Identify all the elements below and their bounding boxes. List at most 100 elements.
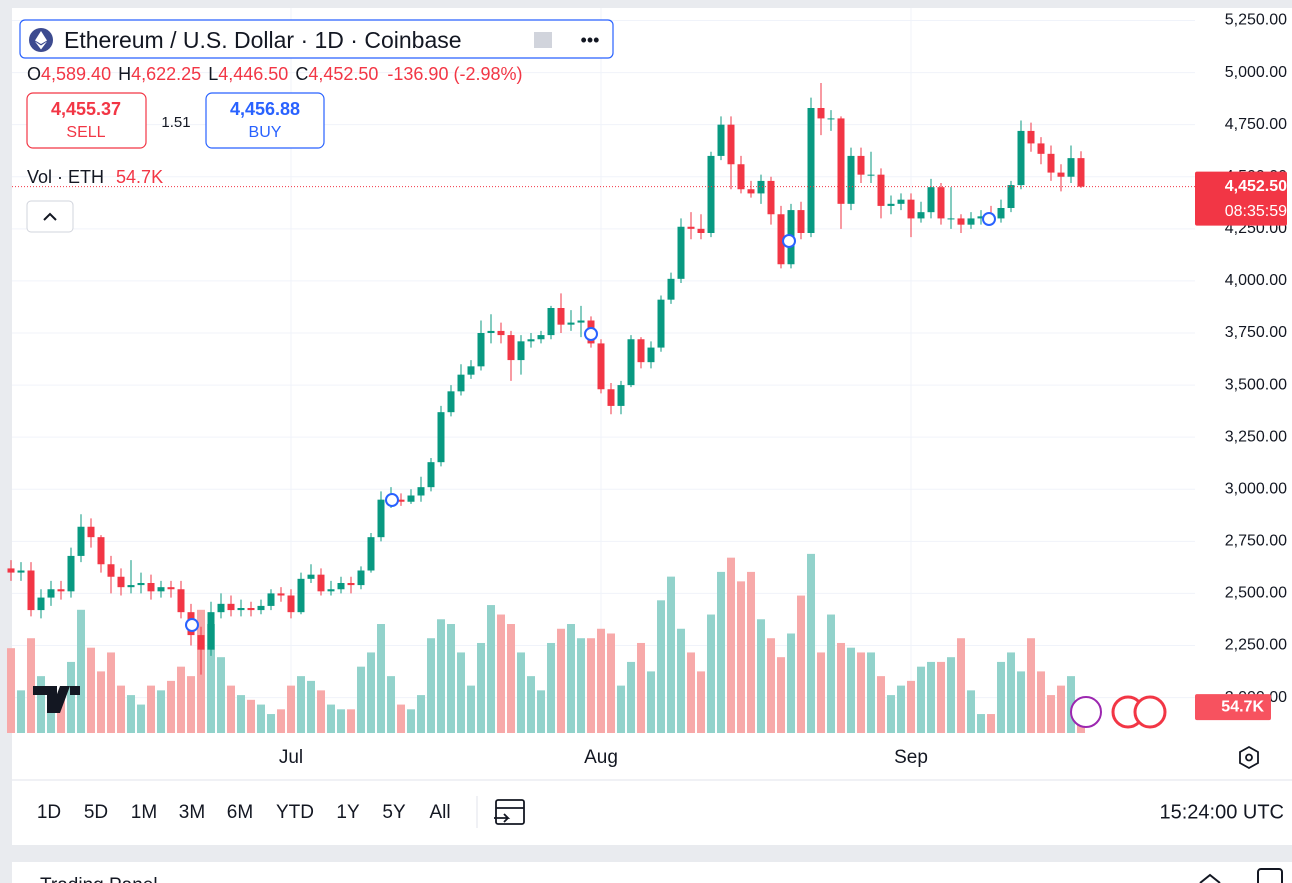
- range-button[interactable]: 1M: [131, 802, 157, 823]
- spread: 1.51: [161, 114, 190, 131]
- range-button[interactable]: All: [429, 802, 450, 823]
- volume-bar: [527, 676, 535, 733]
- event-marker[interactable]: [385, 493, 399, 507]
- ohlc-value: 4,446.50: [218, 64, 288, 84]
- sell-label: SELL: [66, 124, 105, 141]
- volume-bar: [777, 657, 785, 733]
- volume-bar: [957, 638, 965, 733]
- candle-body: [497, 330, 505, 336]
- candle-body: [1037, 143, 1045, 154]
- candle-body: [327, 589, 335, 592]
- volume-bar: [107, 652, 115, 733]
- candle-body: [7, 568, 15, 573]
- volume-bar: [657, 600, 665, 733]
- candle-body: [437, 412, 445, 463]
- range-button[interactable]: 5Y: [382, 802, 406, 823]
- range-button[interactable]: 3M: [179, 802, 205, 823]
- candle-body: [37, 597, 45, 611]
- volume-bar: [417, 695, 425, 733]
- ohlc-letter: C: [295, 64, 308, 84]
- range-button[interactable]: 1Y: [336, 802, 360, 823]
- volume-bar: [667, 576, 675, 733]
- sell-button[interactable]: [26, 92, 147, 149]
- candle-body: [417, 487, 425, 496]
- price-tag-value: 4,452.50: [1225, 178, 1287, 195]
- event-marker[interactable]: [185, 618, 199, 632]
- candle-body: [267, 593, 275, 606]
- volume-bar: [687, 652, 695, 733]
- volume-bar: [697, 671, 705, 733]
- event-marker[interactable]: [982, 212, 996, 226]
- volume-bar: [177, 666, 185, 733]
- sell-price: 4,455.37: [51, 99, 121, 119]
- candle-body: [287, 595, 295, 613]
- settings-dot: [1245, 753, 1253, 762]
- volume-bar: [747, 571, 755, 733]
- buy-button[interactable]: [205, 92, 325, 149]
- more-button[interactable]: •••: [581, 30, 600, 50]
- range-button[interactable]: YTD: [276, 802, 314, 823]
- volume-bar: [1037, 671, 1045, 733]
- volume-bar: [677, 628, 685, 733]
- candle-body: [957, 218, 965, 225]
- candle-body: [577, 320, 585, 323]
- candle-body: [237, 608, 245, 611]
- y-tick-label: 2,750.00: [1225, 533, 1287, 550]
- volume-bar: [587, 638, 595, 733]
- volume-bar: [757, 619, 765, 733]
- news-icons[interactable]: [1070, 695, 1167, 729]
- symbol-title: Ethereum / U.S. Dollar · 1D · Coinbase: [64, 27, 462, 53]
- volume-bar: [207, 624, 215, 733]
- range-button[interactable]: 5D: [84, 802, 108, 823]
- collapse-button[interactable]: [26, 200, 74, 233]
- volume-bar: [427, 638, 435, 733]
- volume-bar: [847, 647, 855, 733]
- event-marker[interactable]: [584, 327, 598, 341]
- candle-body: [827, 118, 835, 120]
- volume-bar: [227, 685, 235, 733]
- candle-body: [347, 583, 355, 586]
- candle-body: [97, 537, 105, 565]
- panel-maximize[interactable]: [1257, 868, 1283, 883]
- volume-bar: [387, 676, 395, 733]
- volume-bar: [577, 638, 585, 733]
- candle-body: [757, 180, 765, 194]
- candle-body: [1027, 130, 1035, 144]
- event-markers: [185, 212, 996, 632]
- price-tag: [1195, 171, 1287, 226]
- x-tick-label: Aug: [584, 747, 618, 768]
- candle-body: [1057, 172, 1065, 177]
- volume-bar: [247, 699, 255, 733]
- panel-toggle[interactable]: [1199, 873, 1221, 883]
- volume-bar: [997, 661, 1005, 733]
- volume-bar: [907, 680, 915, 733]
- event-marker[interactable]: [782, 234, 796, 248]
- panel-title[interactable]: Trading Panel: [40, 875, 158, 883]
- range-button[interactable]: 1D: [37, 802, 61, 823]
- flag-icon[interactable]: [1133, 695, 1167, 729]
- volume-bar: [1057, 685, 1065, 733]
- candle-body: [217, 603, 225, 613]
- volume-bar: [807, 553, 815, 733]
- volume-bar: [17, 690, 25, 733]
- candle-body: [877, 174, 885, 206]
- y-tick-label: 3,250.00: [1225, 428, 1287, 445]
- volume-bar: [27, 638, 35, 733]
- ai-icon[interactable]: [1070, 696, 1102, 728]
- range-button[interactable]: 6M: [227, 802, 253, 823]
- symbol-box[interactable]: [19, 19, 614, 59]
- volume-bar: [137, 704, 145, 733]
- candle-body: [467, 366, 475, 375]
- buy-label: BUY: [249, 124, 282, 141]
- volume-bar: [637, 642, 645, 733]
- settings-icon[interactable]: [1239, 745, 1259, 770]
- volume-bar: [37, 676, 45, 733]
- volume-bar: [1067, 676, 1075, 733]
- candle-body: [17, 570, 25, 573]
- candle-body: [627, 339, 635, 386]
- candle-body: [227, 603, 235, 611]
- calendar-icon[interactable]: [494, 799, 525, 825]
- watermark: [33, 686, 80, 713]
- candle-body: [397, 499, 405, 502]
